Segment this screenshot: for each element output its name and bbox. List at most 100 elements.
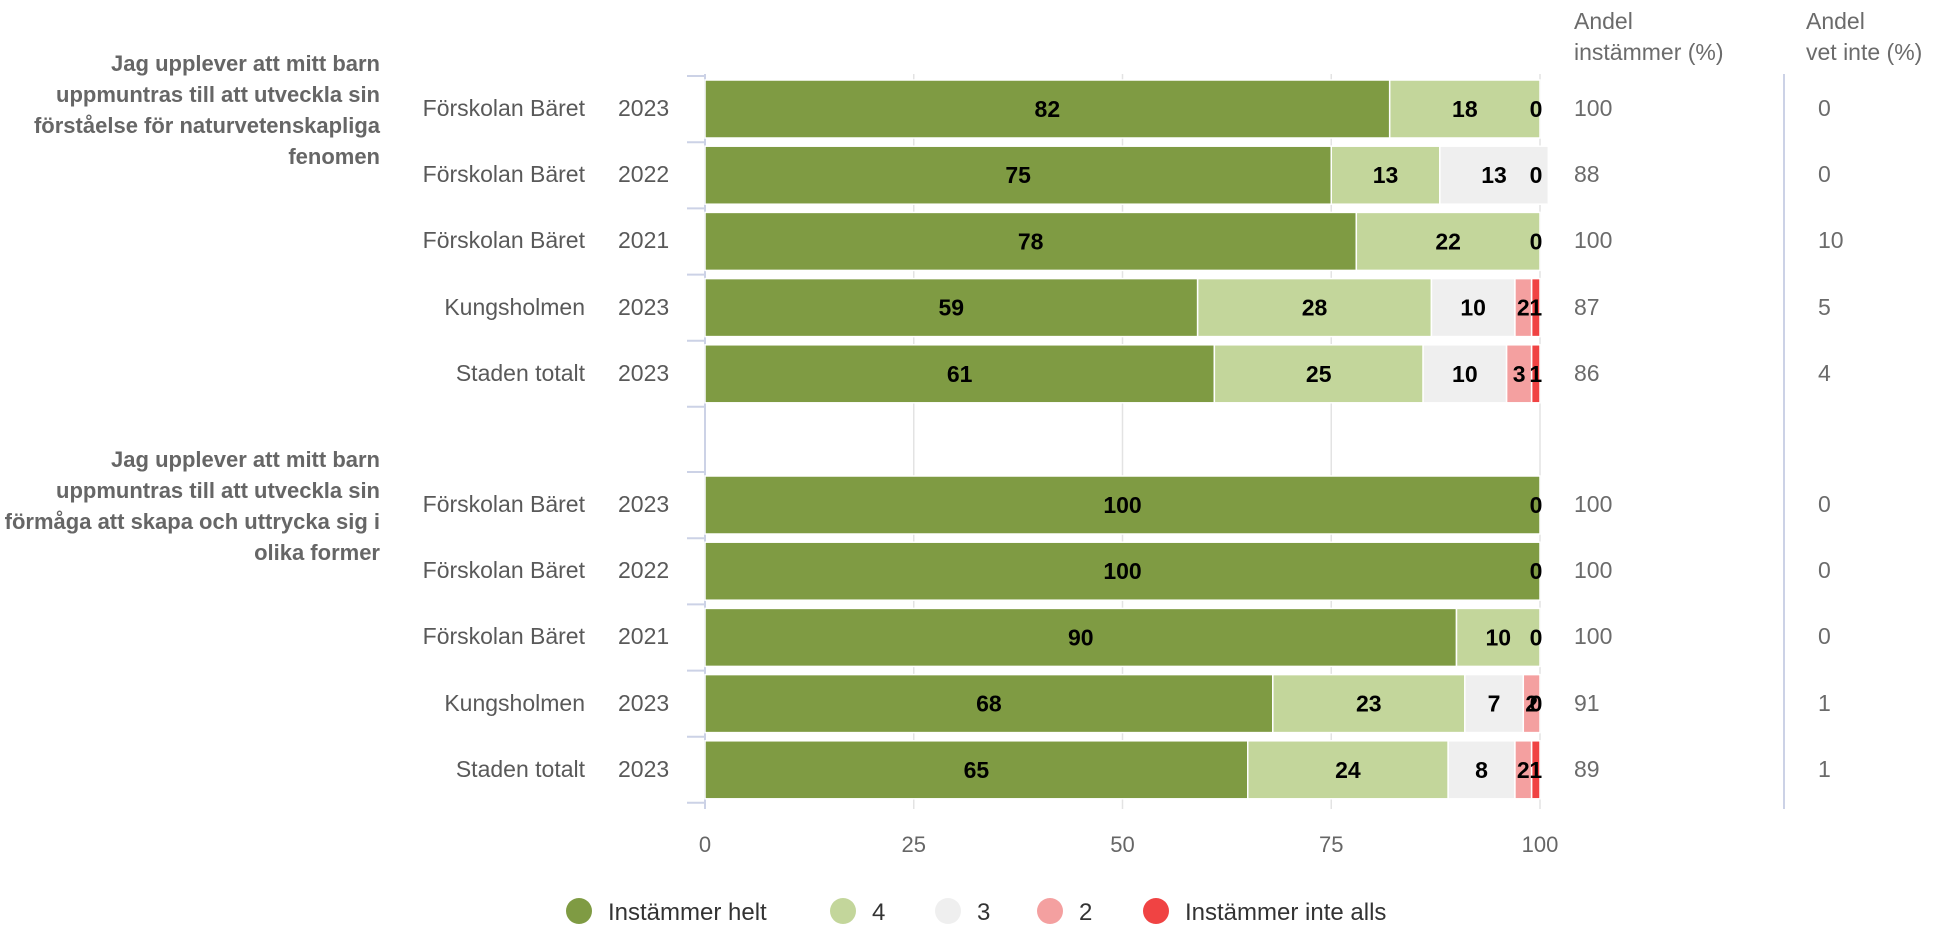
bar-segment-4 bbox=[1388, 79, 1541, 139]
data-label: 75 bbox=[1005, 162, 1031, 188]
row-year-label: 2021 bbox=[618, 227, 670, 254]
dont-know-value: 10 bbox=[1818, 227, 1844, 254]
legend: Instämmer helt 4 3 2 Instämmer inte alls bbox=[566, 898, 1386, 926]
legend-label: Instämmer helt bbox=[608, 899, 767, 926]
dont-know-value: 0 bbox=[1818, 623, 1831, 650]
bar-segment-instämmer-helt bbox=[704, 740, 1249, 800]
legend-label: 3 bbox=[977, 899, 990, 926]
bar-segment-2 bbox=[1522, 673, 1541, 734]
data-label: 7 bbox=[1488, 691, 1501, 717]
data-label: 23 bbox=[1356, 691, 1382, 717]
header-andel-vet-inte: Andel vet inte (%) bbox=[1806, 8, 1923, 65]
data-label: 78 bbox=[1018, 228, 1044, 254]
data-label: 10 bbox=[1452, 361, 1478, 387]
agree-value: 88 bbox=[1574, 161, 1600, 188]
data-label: 25 bbox=[1306, 361, 1332, 387]
row-year-label: 2023 bbox=[618, 293, 670, 320]
bar-segment-4 bbox=[1196, 277, 1433, 338]
bar-segment-instämmer-helt bbox=[704, 145, 1332, 205]
data-label: 13 bbox=[1373, 162, 1399, 188]
legend-label: 2 bbox=[1079, 899, 1092, 926]
legend-marker bbox=[830, 898, 856, 924]
data-label: 1 bbox=[1529, 757, 1542, 783]
agree-value: 86 bbox=[1574, 359, 1600, 386]
row-year-label: 2022 bbox=[618, 557, 670, 584]
bar-segment-instämmer-inte-alls bbox=[1530, 344, 1541, 404]
bar-segment-instämmer-helt bbox=[704, 607, 1458, 668]
bar-segment-instämmer-helt bbox=[704, 673, 1274, 734]
row-unit-label: Kungsholmen bbox=[444, 293, 585, 320]
data-label: 1 bbox=[1529, 361, 1542, 387]
data-label: 28 bbox=[1302, 295, 1328, 321]
bar-segment-4 bbox=[1330, 145, 1441, 205]
row-year-label: 2023 bbox=[618, 689, 670, 716]
data-label: 68 bbox=[976, 691, 1002, 717]
bar-segment-instämmer-helt bbox=[704, 211, 1358, 272]
x-tick-label-0: 0 bbox=[699, 832, 711, 857]
bar-segment-instämmer-inte-alls bbox=[1530, 740, 1541, 800]
data-label: 90 bbox=[1068, 624, 1094, 650]
agree-value: 100 bbox=[1574, 491, 1613, 517]
data-label: 13 bbox=[1481, 162, 1507, 188]
row-unit-label: Förskolan Bäret bbox=[422, 95, 585, 121]
bar-segment-4 bbox=[1355, 211, 1541, 272]
data-label: 0 bbox=[1530, 624, 1543, 650]
dont-know-value: 1 bbox=[1818, 755, 1831, 782]
row-unit-label: Förskolan Bäret bbox=[422, 227, 585, 254]
row-unit-label: Staden totalt bbox=[455, 755, 585, 782]
data-label: 61 bbox=[947, 361, 973, 387]
data-label: 22 bbox=[1435, 228, 1461, 254]
row-year-label: 2023 bbox=[618, 491, 670, 517]
dont-know-value: 0 bbox=[1818, 557, 1831, 584]
header-andel-instammer: Andel instämmer (%) bbox=[1574, 8, 1724, 65]
bar-segment-3 bbox=[1447, 740, 1516, 800]
data-label: 100 bbox=[1103, 492, 1141, 518]
dont-know-value: 4 bbox=[1818, 359, 1831, 386]
data-label: 0 bbox=[1530, 96, 1543, 122]
x-tick-label-75: 75 bbox=[1319, 832, 1343, 857]
legend-label: Instämmer inte alls bbox=[1185, 899, 1386, 926]
bar-segment-instämmer-inte-alls bbox=[1530, 277, 1541, 338]
bar-segment-4 bbox=[1247, 740, 1449, 800]
data-label: 24 bbox=[1335, 757, 1361, 783]
data-label: 59 bbox=[939, 295, 965, 321]
data-label: 65 bbox=[964, 757, 990, 783]
question-title: Jag upplever att mitt barn uppmuntras ti… bbox=[33, 51, 380, 169]
row-unit-label: Förskolan Bäret bbox=[422, 623, 585, 650]
row-year-label: 2022 bbox=[618, 161, 670, 188]
dont-know-value: 1 bbox=[1818, 689, 1831, 716]
x-tick-label-50: 50 bbox=[1110, 832, 1134, 857]
bar-segment-3 bbox=[1439, 145, 1550, 205]
agree-value: 87 bbox=[1574, 293, 1600, 320]
data-label: 18 bbox=[1452, 96, 1478, 122]
agree-value: 100 bbox=[1574, 95, 1613, 121]
dont-know-value: 0 bbox=[1818, 491, 1831, 517]
row-unit-label: Staden totalt bbox=[455, 359, 585, 386]
row-unit-label: Förskolan Bäret bbox=[422, 491, 585, 517]
legend-marker bbox=[566, 898, 592, 924]
dont-know-value: 0 bbox=[1818, 95, 1831, 121]
data-label: 100 bbox=[1103, 558, 1141, 584]
data-label: 82 bbox=[1035, 96, 1061, 122]
data-label: 0 bbox=[1530, 492, 1543, 518]
data-label: 10 bbox=[1460, 295, 1486, 321]
bar-segment-4 bbox=[1455, 607, 1541, 668]
data-label: 10 bbox=[1485, 624, 1511, 650]
data-label: 1 bbox=[1529, 295, 1542, 321]
bar-segment-instämmer-helt bbox=[704, 277, 1199, 338]
agree-value: 91 bbox=[1574, 689, 1600, 716]
agree-value: 100 bbox=[1574, 227, 1613, 254]
bar-segment-2 bbox=[1505, 344, 1533, 404]
agree-value: 100 bbox=[1574, 623, 1613, 650]
row-year-label: 2023 bbox=[618, 95, 670, 121]
legend-marker bbox=[1143, 898, 1169, 924]
row-unit-label: Kungsholmen bbox=[444, 689, 585, 716]
row-year-label: 2023 bbox=[618, 359, 670, 386]
axes: 0 25 50 75 100 bbox=[687, 74, 1785, 857]
question-title: Jag upplever att mitt barn uppmuntras ti… bbox=[4, 447, 380, 565]
bar-segment-instämmer-helt bbox=[704, 79, 1391, 139]
row-year-label: 2021 bbox=[618, 623, 670, 650]
bar-segment-4 bbox=[1272, 673, 1466, 734]
